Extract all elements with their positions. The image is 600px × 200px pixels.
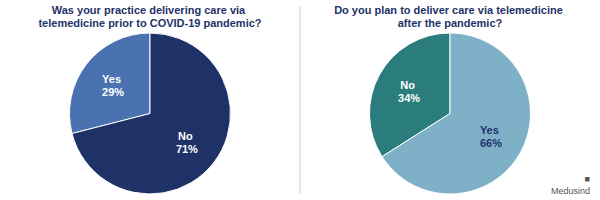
category-label: Yes	[480, 124, 499, 136]
value-label: 34%	[398, 92, 420, 104]
pie-slice	[72, 33, 230, 194]
pie-panel: Was your practice delivering care via te…	[38, 4, 261, 194]
value-label: 29%	[102, 86, 124, 98]
text-line: Do you plan to deliver care via telemedi…	[334, 4, 563, 16]
pie-panel: Do you plan to deliver care via telemedi…	[334, 4, 590, 196]
divider	[300, 6, 301, 194]
category-label: No	[178, 130, 193, 142]
data-label: No 71%	[176, 130, 198, 155]
value-label: 66%	[480, 137, 502, 149]
annotation: Medusind	[551, 186, 590, 196]
category-label: Yes	[102, 73, 121, 85]
data-label: Yes 66%	[480, 124, 502, 149]
pie	[370, 33, 531, 194]
data-labels: Yes 29% No 71%	[102, 73, 198, 155]
pie	[69, 33, 230, 194]
annotation: ■	[585, 174, 590, 184]
chart-root: Was your practice delivering care via te…	[0, 0, 600, 200]
data-labels: No 34% Yes 66%	[398, 79, 502, 149]
value-label: 71%	[176, 143, 198, 155]
text-line: telemedicine prior to COVID-19 pandemic?	[38, 17, 261, 29]
chart-title: Was your practice delivering care via te…	[38, 4, 261, 29]
category-label: No	[400, 79, 415, 91]
pie-slice	[382, 33, 530, 194]
data-label: Yes 29%	[102, 73, 124, 98]
data-label: No 34%	[398, 79, 420, 104]
text-line: Was your practice delivering care via	[52, 4, 246, 16]
text-line: after the pandemic?	[398, 17, 503, 29]
chart-title: Do you plan to deliver care via telemedi…	[334, 4, 566, 29]
